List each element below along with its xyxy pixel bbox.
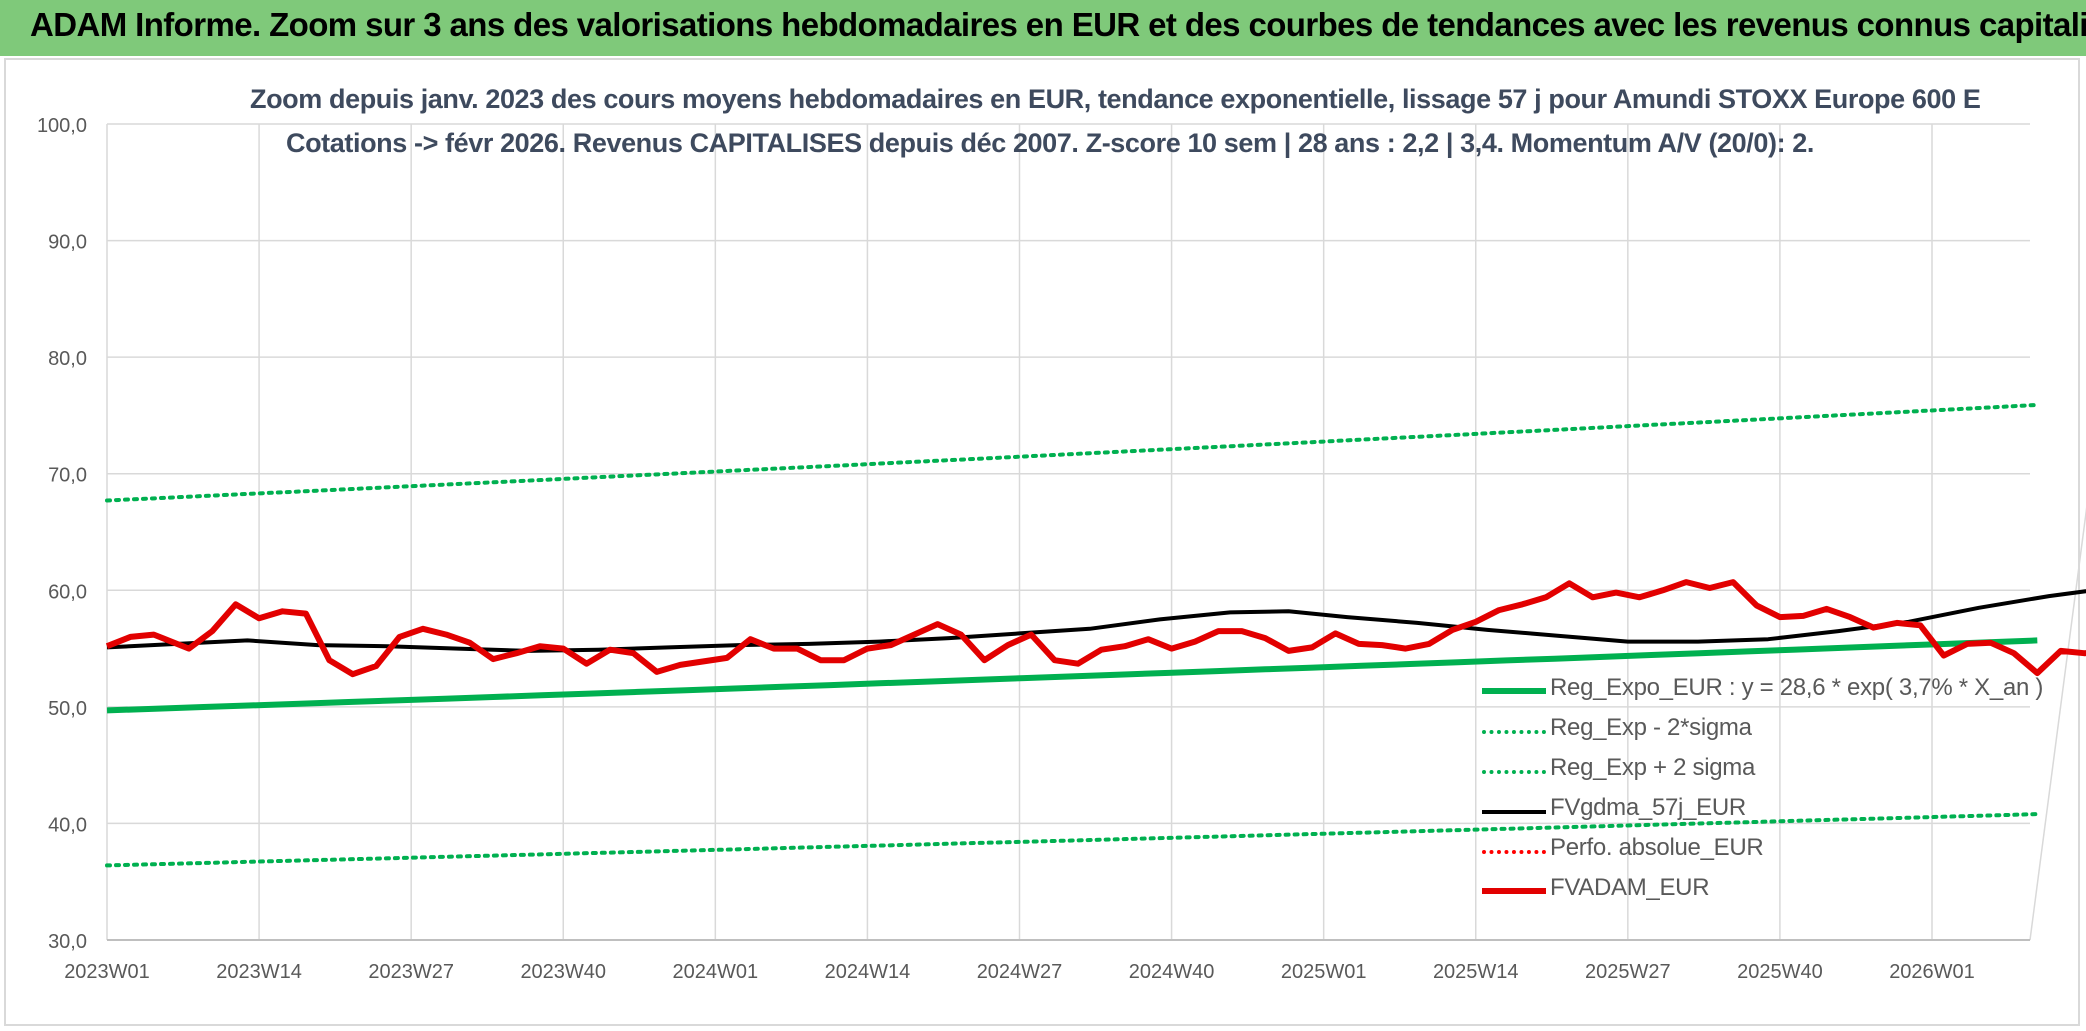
y-tick-label: 50,0 (48, 698, 87, 720)
x-tick-label: 2024W01 (673, 961, 759, 983)
x-tick-label: 2025W14 (1433, 961, 1519, 983)
x-tick-label: 2024W14 (825, 961, 911, 983)
x-tick-label: 2025W40 (1737, 961, 1823, 983)
y-tick-label: 90,0 (48, 232, 87, 254)
x-tick-label: 2024W27 (977, 961, 1063, 983)
series-line-2 (105, 402, 2040, 503)
x-tick-label: 2025W01 (1281, 961, 1367, 983)
x-tick-label: 2023W14 (216, 961, 302, 983)
x-tick-label: 2024W40 (1129, 961, 1215, 983)
legend-label: Reg_Exp - 2*sigma (1550, 714, 1752, 741)
legend-swatch (1482, 888, 1546, 894)
legend-label: FVADAM_EUR (1550, 874, 1710, 901)
y-tick-label: 80,0 (48, 348, 87, 370)
y-tick-label: 60,0 (48, 581, 87, 603)
legend-label: FVgdma_57j_EUR (1550, 794, 1746, 821)
report-banner: ADAM Informe. Zoom sur 3 ans des valoris… (0, 0, 2086, 56)
y-tick-label: 40,0 (48, 814, 87, 836)
legend-swatch (1482, 850, 1546, 854)
x-tick-label: 2023W40 (520, 961, 606, 983)
chart-frame (4, 58, 2080, 1026)
series-line-1 (105, 812, 2040, 868)
y-tick-label: 70,0 (48, 465, 87, 487)
legend-label: Reg_Expo_EUR : y = 28,6 * exp( 3,7% * X_… (1550, 674, 2044, 701)
y-tick-label: 100,0 (37, 115, 87, 137)
chart-title-line-1: Zoom depuis janv. 2023 des cours moyens … (250, 84, 1981, 114)
legend-label: Reg_Exp + 2 sigma (1550, 754, 1756, 781)
x-tick-label: 2023W27 (368, 961, 454, 983)
series-line-0 (106, 637, 2038, 714)
x-tick-label: 2023W01 (64, 961, 150, 983)
legend-swatch (1482, 730, 1546, 734)
chart-title-line-2: Cotations -> févr 2026. Revenus CAPITALI… (285, 128, 1815, 158)
series-line-5 (105, 579, 2086, 678)
report-title: ADAM Informe. Zoom sur 3 ans des valoris… (30, 6, 2086, 43)
x-tick-label: 2025W27 (1585, 961, 1671, 983)
legend-swatch (1482, 688, 1546, 694)
y-tick-label: 30,0 (48, 931, 87, 953)
legend-label: Perfo. absolue_EUR (1550, 834, 1764, 861)
legend-swatch (1482, 770, 1546, 774)
legend-swatch (1482, 810, 1546, 814)
x-gridline (2029, 507, 2086, 941)
x-tick-label: 2026W01 (1889, 961, 1975, 983)
